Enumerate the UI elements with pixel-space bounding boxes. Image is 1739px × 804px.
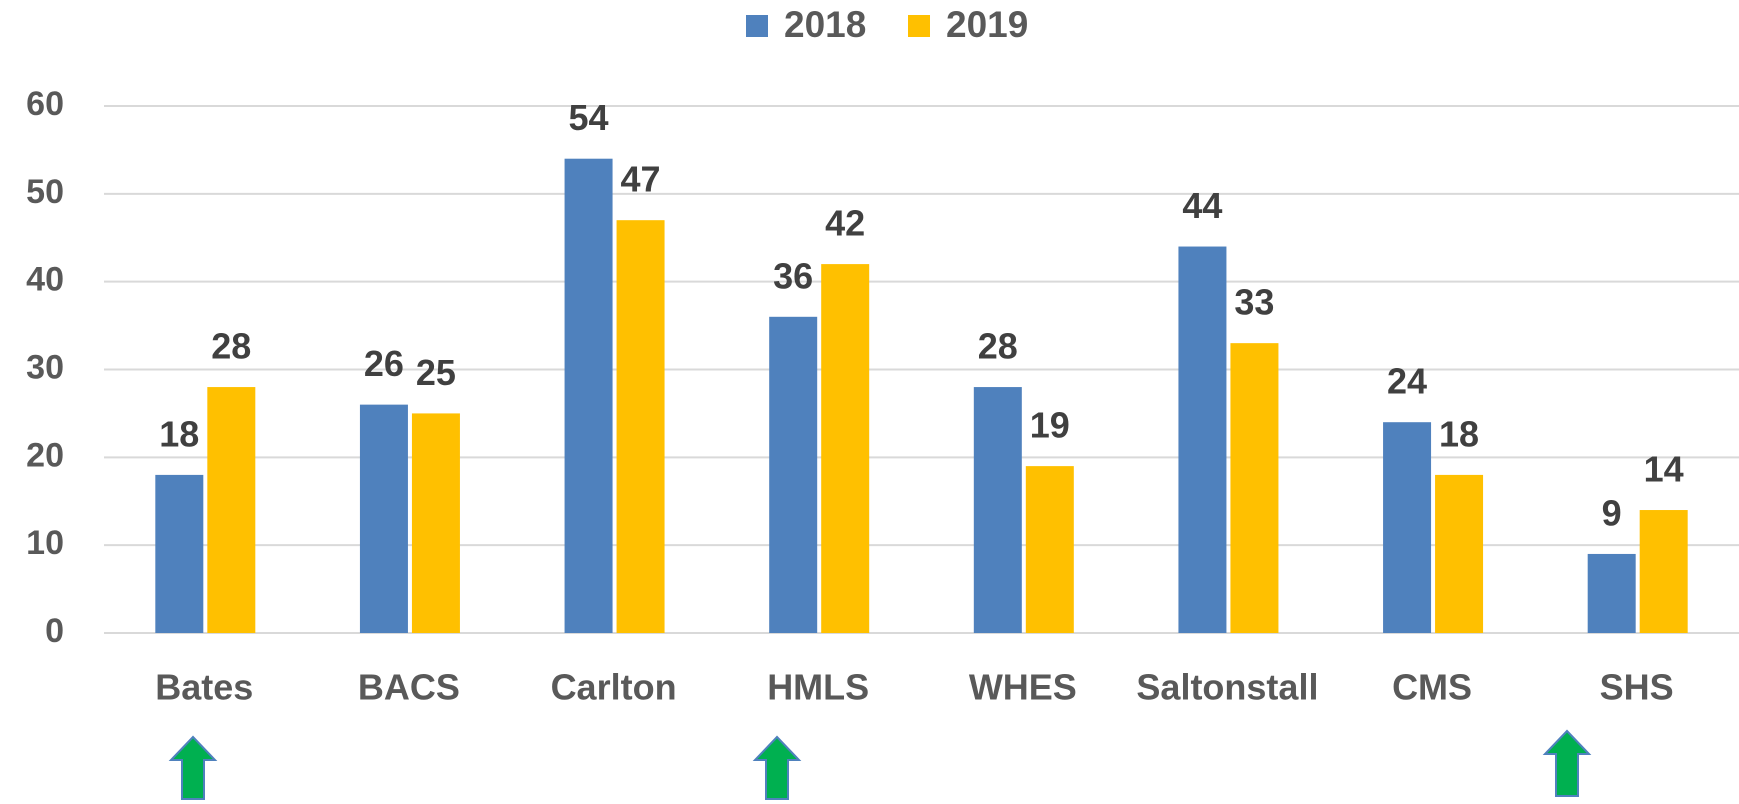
bar [1639,510,1688,633]
data-label: 44 [1182,185,1222,226]
data-label: 19 [1030,405,1070,446]
bar [207,387,256,633]
data-label: 28 [211,326,251,367]
data-label: 14 [1644,449,1684,490]
bar [1230,343,1279,633]
y-tick-label: 40 [26,261,64,299]
y-tick-label: 60 [26,85,64,123]
legend-label: 2018 [784,4,866,45]
x-tick-label: HMLS [767,667,869,708]
y-tick-label: 10 [26,524,64,562]
legend-swatch [746,15,768,37]
bar [973,387,1022,633]
data-label: 26 [364,343,404,384]
bar [359,404,408,633]
data-label: 47 [621,159,661,200]
y-tick-label: 30 [26,348,64,386]
bar [1178,246,1227,634]
bar [1587,553,1636,633]
bar [1435,474,1484,633]
y-tick-label: 0 [45,612,64,650]
x-tick-label: WHES [969,667,1077,708]
data-label: 36 [773,255,813,296]
bar [769,316,818,633]
y-tick-label: 50 [26,173,64,211]
bar [1025,466,1074,633]
bar [155,474,204,633]
up-arrow [752,735,802,800]
data-label: 28 [978,326,1018,367]
bar [1383,422,1432,633]
data-label: 24 [1387,361,1427,402]
x-tick-label: Saltonstall [1136,667,1318,708]
data-label: 18 [1439,413,1479,454]
x-tick-label: Bates [155,667,253,708]
x-tick-label: SHS [1600,667,1674,708]
bar [821,264,870,633]
y-tick-label: 20 [26,436,64,474]
data-label: 54 [569,97,609,138]
x-tick-label: BACS [358,667,460,708]
data-label: 33 [1234,282,1274,323]
x-tick-label: Carlton [551,667,677,708]
arrows [168,729,1592,800]
data-label: 9 [1602,492,1622,533]
data-label: 25 [416,352,456,393]
bar [616,220,665,633]
x-tick-label: CMS [1392,667,1472,708]
up-arrow [1542,729,1592,797]
bar [564,158,613,633]
data-label: 18 [159,413,199,454]
bar [411,413,460,633]
data-label: 42 [825,203,865,244]
up-arrow [168,735,218,800]
legend-swatch [908,15,930,37]
legend-label: 2019 [946,4,1028,45]
